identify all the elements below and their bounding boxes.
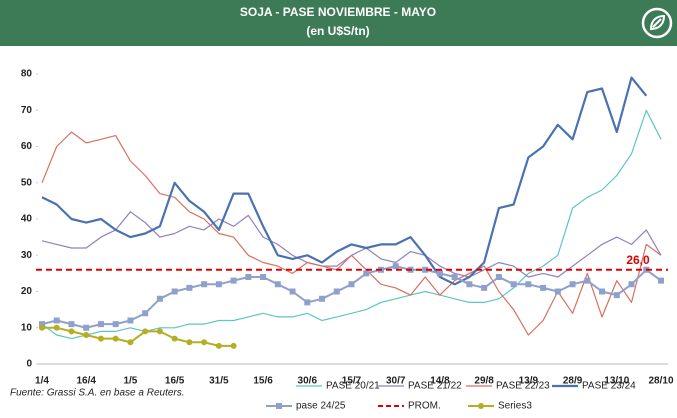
point-marker — [274, 281, 281, 288]
source-note: Fuente: Grassi S.A. en base a Reuters. — [10, 388, 185, 399]
series-line — [41, 265, 662, 329]
legend-marker — [478, 403, 484, 409]
x-tick-label: 15/6 — [253, 376, 273, 387]
x-tick-label: 1/5 — [123, 376, 137, 387]
point-marker — [422, 266, 429, 273]
x-tick-label: 30/6 — [298, 376, 318, 387]
point-marker — [495, 274, 502, 280]
chart-subtitle: (en U$S/tn) — [306, 24, 369, 38]
point-marker — [83, 332, 90, 338]
y-tick-label: 20 — [21, 286, 33, 297]
point-marker — [510, 281, 517, 288]
x-tick-label: 31/5 — [209, 376, 229, 387]
legend-label: PASE 20/21 — [326, 381, 380, 392]
point-marker — [97, 321, 104, 328]
legend-label: PROM. — [408, 401, 441, 412]
point-marker — [245, 274, 252, 280]
x-tick-label: 13/9 — [519, 376, 539, 387]
y-tick-label: 40 — [21, 214, 33, 225]
series-line — [41, 131, 662, 336]
x-tick-label: 28/10 — [648, 376, 673, 387]
y-tick-label: 60 — [21, 141, 33, 152]
point-marker — [392, 263, 399, 270]
point-marker — [39, 324, 45, 331]
point-marker — [156, 295, 163, 302]
point-marker — [142, 328, 149, 335]
series-line — [41, 76, 648, 286]
point-marker — [333, 288, 340, 295]
chart-title: SOJA - PASE NOVIEMBRE - MAYO — [240, 5, 436, 19]
point-marker — [628, 281, 635, 288]
point-marker — [525, 281, 532, 288]
x-tick-label: 14/8 — [430, 376, 450, 387]
y-tick-label: 50 — [21, 177, 33, 188]
point-marker — [201, 281, 208, 288]
point-marker — [540, 284, 547, 291]
point-marker — [53, 324, 60, 331]
y-tick-label: 10 — [21, 322, 33, 333]
point-marker — [363, 270, 370, 277]
point-marker — [127, 317, 134, 324]
point-marker — [215, 281, 222, 288]
point-marker — [451, 274, 458, 280]
point-marker — [83, 324, 90, 331]
point-marker — [171, 288, 178, 295]
point-marker — [68, 321, 75, 328]
point-marker — [348, 281, 355, 288]
logo — [641, 7, 673, 39]
point-marker — [112, 321, 119, 328]
point-marker — [304, 299, 311, 306]
x-tick-label: 1/4 — [35, 376, 49, 387]
point-marker — [319, 295, 326, 302]
point-marker — [142, 310, 149, 317]
point-marker — [584, 277, 591, 284]
point-marker — [186, 339, 193, 346]
y-tick-label: 30 — [21, 250, 33, 261]
series-line — [41, 109, 662, 340]
point-marker — [230, 342, 237, 349]
point-marker — [53, 317, 60, 324]
legend-label: PASE 22/23 — [496, 381, 550, 392]
point-marker — [215, 342, 222, 349]
legend-label: PASE 21/22 — [408, 381, 462, 392]
point-marker — [569, 281, 576, 288]
point-marker — [613, 292, 620, 299]
x-tick-label: 15/7 — [342, 376, 362, 387]
point-marker — [260, 274, 267, 280]
x-tick-label: 13/10 — [604, 376, 629, 387]
point-marker — [171, 335, 178, 342]
point-marker — [554, 288, 561, 295]
point-marker — [97, 335, 104, 342]
point-marker — [289, 288, 296, 295]
x-tick-label: 16/5 — [165, 376, 185, 387]
legend-label: pase 24/25 — [296, 401, 346, 412]
point-marker — [230, 277, 237, 284]
point-marker — [658, 277, 664, 284]
point-marker — [436, 270, 443, 277]
point-marker — [68, 328, 75, 335]
y-tick-label: 70 — [21, 105, 33, 116]
y-tick-label: 80 — [21, 69, 33, 80]
y-tick-label: 0 — [26, 359, 32, 370]
legend-marker — [276, 403, 282, 409]
point-marker — [481, 284, 488, 291]
point-marker — [186, 284, 193, 291]
header-band — [0, 0, 677, 46]
point-marker — [112, 335, 119, 342]
point-marker — [599, 288, 606, 295]
x-tick-label: 28/9 — [563, 376, 583, 387]
legend-label: Series3 — [498, 401, 532, 412]
x-tick-label: 30/7 — [386, 376, 406, 387]
point-marker — [127, 339, 134, 346]
point-marker — [201, 339, 208, 346]
point-marker — [466, 281, 473, 288]
average-label: 26,0 — [626, 253, 650, 267]
point-marker — [156, 328, 163, 335]
point-marker — [39, 321, 45, 328]
legend-label: PASE 23/24 — [582, 381, 636, 392]
x-tick-label: 16/4 — [76, 376, 96, 387]
x-tick-label: 29/8 — [474, 376, 494, 387]
